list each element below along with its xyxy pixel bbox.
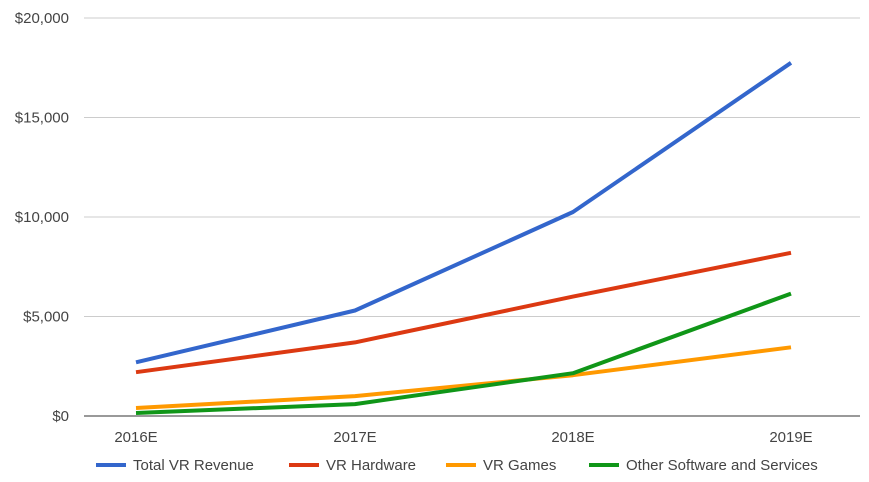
legend-label: Other Software and Services [626, 457, 818, 474]
x-tick-label: 2017E [333, 429, 376, 446]
series-line [135, 291, 792, 415]
legend-item[interactable]: VR Games [446, 457, 556, 474]
legend-item[interactable]: Total VR Revenue [96, 457, 254, 474]
series-lines [135, 61, 793, 415]
x-axis-tick-labels: 2016E 2017E 2018E 2019E [114, 429, 812, 446]
series-line [135, 250, 792, 375]
legend-item[interactable]: VR Hardware [289, 457, 416, 474]
series-line [135, 61, 793, 365]
x-tick-label: 2016E [114, 429, 157, 446]
y-axis-tick-labels: $0 $5,000 $10,000 $15,000 $20,000 [15, 10, 69, 425]
y-tick-label: $0 [52, 408, 69, 425]
y-tick-label: $10,000 [15, 209, 69, 226]
x-tick-label: 2018E [551, 429, 594, 446]
legend: Total VR Revenue VR Hardware VR Games Other… [96, 457, 818, 474]
gridlines [84, 17, 860, 417]
y-tick-label: $5,000 [23, 309, 69, 326]
x-tick-label: 2019E [769, 429, 812, 446]
legend-label: Total VR Revenue [133, 457, 254, 474]
legend-label: VR Games [483, 457, 556, 474]
y-tick-label: $20,000 [15, 10, 69, 27]
series-line [135, 345, 792, 410]
legend-item[interactable]: Other Software and Services [589, 457, 818, 474]
y-tick-label: $15,000 [15, 110, 69, 127]
legend-label: VR Hardware [326, 457, 416, 474]
